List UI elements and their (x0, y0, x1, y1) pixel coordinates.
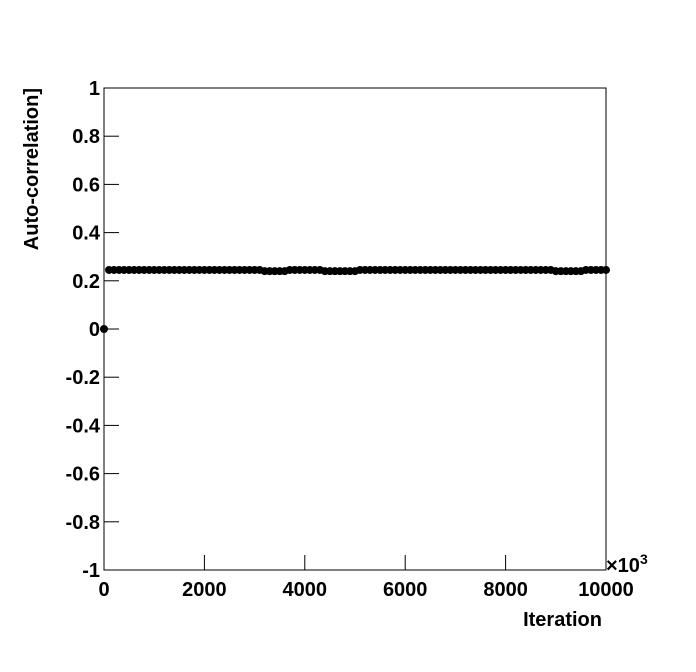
y-tick-label: 0.6 (72, 174, 100, 196)
point (602, 265, 610, 274)
plot-frame (103, 87, 607, 571)
x-tick-label: 6000 (383, 579, 428, 601)
y-tick-label: -0.4 (66, 415, 101, 437)
y-tick-label: -0.6 (66, 464, 100, 486)
y-tick-label: 0.2 (72, 271, 100, 293)
x-tick-label: 4000 (283, 579, 328, 601)
x-multiplier-base: ×10 (606, 555, 640, 577)
y-tick-label: -0.8 (66, 512, 100, 534)
y-axis-title: Auto-correlation] (21, 88, 43, 250)
x-tick-label: 10000 (578, 579, 634, 601)
x-tick-label: 0 (98, 579, 109, 601)
y-tick-label: -1 (82, 560, 100, 582)
x-multiplier-exponent: 3 (640, 551, 648, 567)
x-tick-label: 8000 (483, 579, 528, 601)
y-tick-label: 0 (89, 319, 100, 341)
x-multiplier: ×103 (606, 551, 648, 577)
point (100, 325, 108, 333)
y-tick-label: -0.2 (66, 367, 100, 389)
y-tick-label: 0.4 (72, 223, 101, 245)
y-tick-label: 1 (89, 78, 100, 100)
x-tick-label: 2000 (182, 579, 227, 601)
y-tick-label: 0.8 (72, 126, 100, 148)
x-axis-title: Iteration (523, 609, 602, 631)
